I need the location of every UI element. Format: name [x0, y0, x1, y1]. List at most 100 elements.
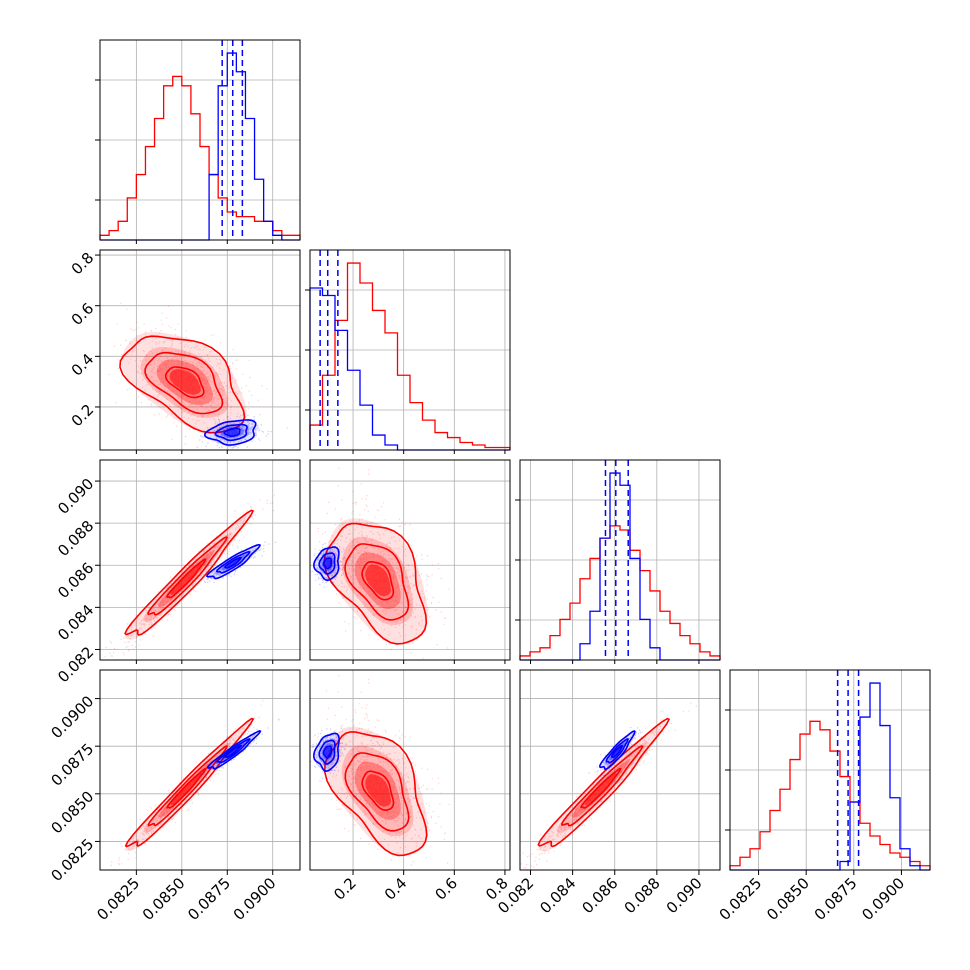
scatter-panel-3-2	[519, 669, 721, 871]
blue-contour	[318, 739, 336, 765]
red-contour	[166, 558, 207, 599]
blue-contour	[610, 744, 624, 759]
histogram-panel-0	[99, 39, 301, 241]
x-tick-label: 0.088	[621, 874, 664, 917]
blue-contour	[203, 419, 257, 446]
y-tick-label: 0.086	[54, 559, 97, 602]
red-samples	[110, 700, 264, 870]
red-contour	[124, 717, 255, 848]
scatter-panel-2-0	[99, 459, 301, 661]
x-tick-label: 0.0875	[184, 874, 234, 924]
panel-frame	[519, 669, 721, 871]
red-contour	[147, 536, 229, 616]
red-density-fill	[170, 772, 202, 806]
blue-contour	[598, 730, 636, 771]
blue-contour	[312, 732, 340, 773]
scatter-panel-3-1	[309, 669, 511, 871]
blue-contour	[223, 427, 241, 437]
histogram-panel-3	[729, 669, 931, 871]
blue-contour	[313, 546, 340, 582]
red-contour	[344, 752, 410, 832]
scatter-content	[104, 494, 276, 658]
red-density-fill	[169, 369, 201, 395]
histogram-panel-1	[309, 249, 511, 451]
red-histogram-1	[309, 262, 511, 450]
red-histogram-2	[519, 525, 721, 660]
scatter-panel-1-0	[99, 249, 301, 451]
blue-histogram-1	[309, 287, 510, 451]
y-tick-label: 0.8	[68, 249, 98, 279]
y-tick-label: 0.090	[54, 475, 97, 518]
histogram-panel-2	[519, 459, 721, 661]
blue-histogram-2	[520, 472, 720, 661]
scatter-content	[110, 700, 280, 870]
x-tick-label: 0.6	[432, 874, 462, 904]
x-tick-label: 0.086	[578, 874, 621, 917]
red-contour	[361, 560, 395, 601]
y-tick-label: 0.0875	[48, 740, 98, 790]
x-tick-label: 0.090	[663, 874, 706, 917]
red-contour	[124, 509, 255, 637]
red-contour	[361, 770, 395, 812]
scatter-content	[108, 302, 288, 449]
red-histogram-3	[729, 720, 931, 870]
scatter-content	[520, 702, 697, 870]
blue-contour	[205, 543, 261, 580]
red-contour	[166, 767, 207, 809]
y-tick-label: 0.0825	[48, 835, 98, 885]
y-tick-label: 0.082	[54, 643, 97, 686]
x-tick-label: 0.084	[536, 874, 579, 917]
panel-frame	[309, 459, 511, 661]
blue-density-fill	[612, 746, 622, 757]
y-tick-label: 0.088	[54, 517, 97, 560]
x-tick-label: 0.0875	[811, 874, 861, 924]
blue-contour	[214, 423, 248, 442]
red-contour	[344, 543, 410, 621]
x-tick-label: 0.0850	[139, 874, 189, 924]
blue-contour	[215, 550, 251, 574]
x-tick-label: 0.0850	[763, 874, 813, 924]
red-contour	[164, 366, 205, 399]
x-tick-label: 0.0825	[716, 874, 766, 924]
panel-frame	[99, 669, 301, 871]
panel-frame	[99, 459, 301, 661]
y-tick-label: 0.084	[54, 601, 97, 644]
blue-contour	[224, 556, 242, 569]
blue-contour	[322, 745, 333, 759]
scatter-content	[310, 467, 450, 659]
blue-density-fill	[324, 747, 331, 757]
red-contour	[147, 745, 229, 827]
panel-frame	[99, 249, 301, 451]
red-density-fill	[584, 772, 617, 806]
x-tick-label: 0.0900	[858, 874, 908, 924]
blue-contour	[206, 730, 262, 770]
x-tick-label: 0.2	[330, 874, 360, 904]
red-density-fill	[365, 774, 391, 807]
red-contour	[560, 745, 644, 827]
blue-contour	[322, 557, 332, 570]
y-tick-label: 0.0900	[48, 692, 98, 742]
red-density-fill	[365, 564, 391, 597]
scatter-panel-2-1	[309, 459, 511, 661]
red-contour	[580, 767, 622, 809]
panel-frame	[309, 669, 511, 871]
red-contour	[323, 522, 428, 645]
blue-contour	[224, 744, 242, 758]
y-tick-label: 0.4	[68, 350, 98, 380]
blue-density-fill	[324, 559, 331, 568]
blue-density-fill	[226, 746, 240, 757]
red-contour	[323, 731, 428, 857]
red-histogram-0	[99, 75, 301, 240]
blue-density-fill	[226, 429, 239, 436]
blue-contour	[318, 552, 336, 575]
x-tick-label: 0.0825	[93, 874, 143, 924]
blue-contour	[605, 738, 629, 764]
blue-density-fill	[226, 558, 240, 568]
scatter-panel-3-0	[99, 669, 301, 871]
y-tick-label: 0.0850	[48, 787, 98, 837]
red-density-fill	[170, 563, 202, 595]
scatter-content	[310, 675, 450, 866]
y-tick-label: 0.2	[68, 401, 98, 431]
red-contour	[119, 335, 246, 434]
